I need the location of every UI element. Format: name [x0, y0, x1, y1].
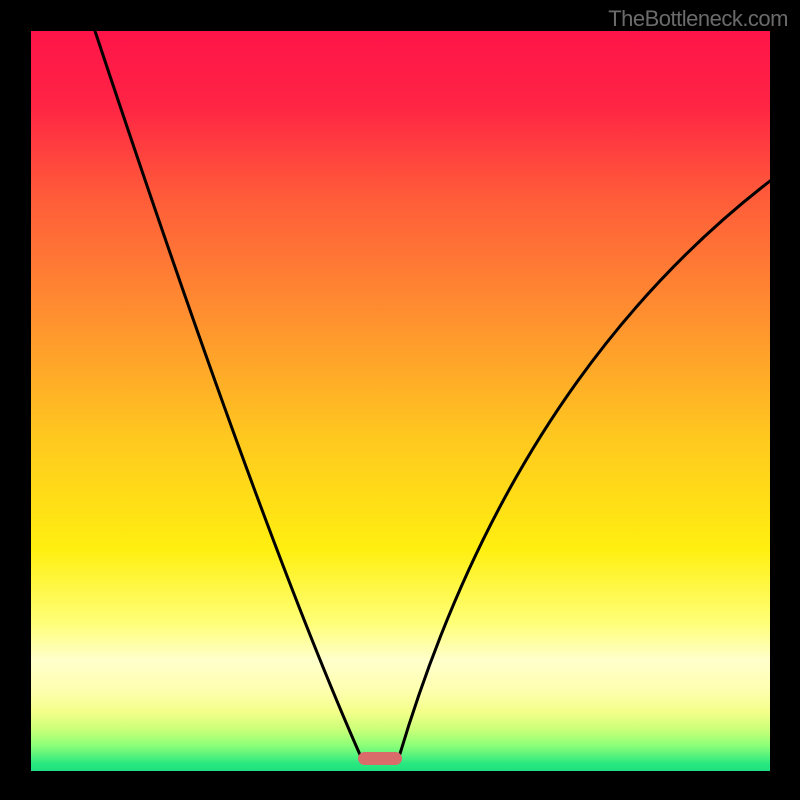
optimum-marker [358, 752, 402, 765]
bottleneck-curve [31, 31, 770, 771]
watermark-text: TheBottleneck.com [608, 6, 788, 32]
plot-area [31, 31, 770, 771]
